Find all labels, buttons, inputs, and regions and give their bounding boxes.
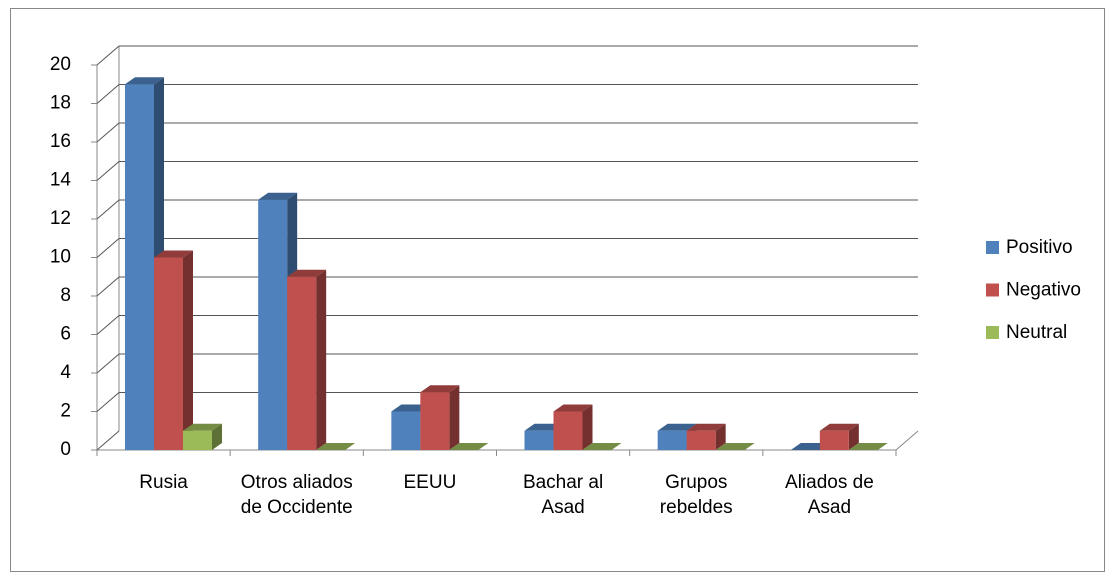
bar <box>715 443 755 450</box>
bar-face <box>154 257 183 450</box>
bar-face <box>391 411 421 450</box>
bar-face <box>212 423 222 450</box>
bar <box>154 250 193 450</box>
bar-face <box>287 269 327 277</box>
bar-face <box>316 443 356 450</box>
bar-face <box>715 443 755 450</box>
legend-swatch <box>986 326 999 339</box>
bar-face <box>183 423 222 431</box>
y-tick-label: 0 <box>60 439 71 460</box>
bar-face <box>819 430 849 450</box>
bar-face <box>449 443 489 450</box>
y-tick-label: 2 <box>60 401 71 422</box>
bar-face <box>657 430 687 450</box>
bar-face <box>287 276 317 450</box>
bar-face <box>183 430 212 450</box>
bar-face <box>553 411 583 450</box>
x-tick-label: EEUU <box>403 472 457 493</box>
bar <box>819 423 859 450</box>
bar <box>420 385 460 450</box>
y-tick-label: 4 <box>60 362 71 383</box>
y-tick-label: 12 <box>50 208 71 229</box>
grid-line <box>96 353 120 374</box>
y-tick-label: 14 <box>50 170 72 191</box>
bar-face <box>125 84 154 450</box>
grid-line <box>96 430 120 451</box>
bar-face <box>686 430 716 450</box>
bar <box>316 443 356 450</box>
bar <box>582 443 622 450</box>
bar <box>686 423 726 450</box>
legend-swatch <box>986 241 999 254</box>
bar <box>848 443 888 450</box>
y-tick-label: 10 <box>50 247 71 268</box>
grid-line <box>96 84 120 104</box>
y-tick-label: 8 <box>60 285 71 306</box>
x-tick-label: Bachar al Asad <box>522 472 604 518</box>
y-tick-label: 18 <box>50 93 71 114</box>
bar <box>449 443 489 450</box>
bar-face <box>657 423 697 431</box>
bar-face <box>686 423 726 431</box>
grid-line <box>96 199 120 220</box>
legend-swatch <box>986 283 999 297</box>
grid-line <box>96 122 120 143</box>
x-tick-label: Aliados de Asad <box>785 472 874 518</box>
bar-face <box>848 443 888 450</box>
bar <box>553 404 593 450</box>
bar-face <box>582 443 622 450</box>
legend-label: Neutral <box>1006 322 1067 343</box>
bar-face <box>524 430 554 450</box>
grid-line <box>96 238 120 258</box>
bar-face <box>125 77 164 85</box>
bar-face <box>715 423 726 450</box>
bar-face <box>819 423 859 431</box>
x-tick-label: Grupos rebeldes <box>659 472 733 518</box>
y-tick-label: 6 <box>60 324 71 345</box>
legend-label: Positivo <box>1006 237 1073 258</box>
bar-face <box>848 423 859 450</box>
y-tick-label: 20 <box>50 54 71 75</box>
bar <box>287 269 327 450</box>
x-tick-label: Otros aliados de Occidente <box>240 472 353 518</box>
grid-line <box>96 276 120 297</box>
bar-face <box>258 192 298 200</box>
bar-face <box>183 250 193 450</box>
floor-right <box>895 430 919 451</box>
bar-face <box>154 250 193 258</box>
grid-line <box>96 392 120 412</box>
bar-face <box>553 404 593 412</box>
chart-border <box>10 8 1105 572</box>
bar-face <box>582 404 593 450</box>
grid-line <box>96 315 120 335</box>
bar-face <box>258 199 288 450</box>
grid-line <box>96 161 120 181</box>
bar-face <box>420 385 460 393</box>
bar <box>183 423 222 450</box>
bar-face <box>420 392 450 450</box>
grid-line <box>96 45 120 66</box>
bar-face <box>316 269 327 450</box>
bar-face <box>449 385 460 450</box>
y-tick-label: 16 <box>50 131 71 152</box>
x-tick-label: Rusia <box>139 472 188 493</box>
legend-label: Negativo <box>1006 280 1081 301</box>
